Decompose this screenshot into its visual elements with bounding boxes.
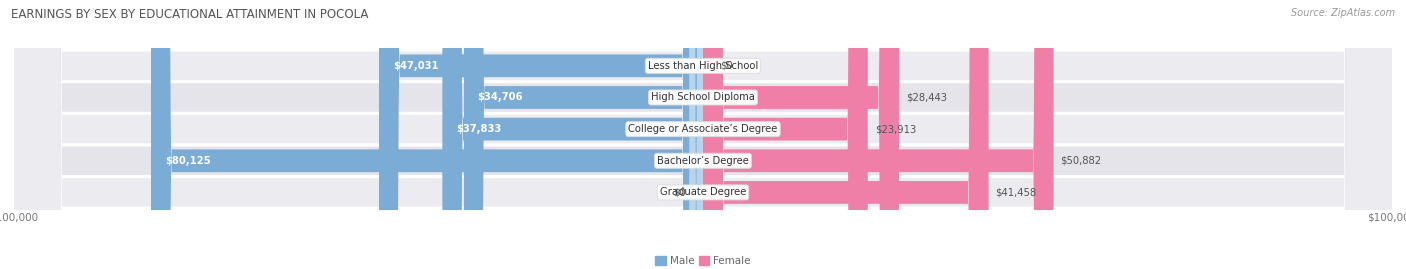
Text: $80,125: $80,125 (165, 156, 211, 166)
FancyBboxPatch shape (14, 0, 1392, 269)
FancyBboxPatch shape (703, 0, 988, 269)
FancyBboxPatch shape (150, 0, 703, 269)
FancyBboxPatch shape (380, 0, 703, 269)
Text: $0: $0 (673, 187, 686, 197)
Text: Bachelor’s Degree: Bachelor’s Degree (657, 156, 749, 166)
Text: $47,031: $47,031 (392, 61, 439, 71)
FancyBboxPatch shape (14, 0, 1392, 269)
FancyBboxPatch shape (14, 0, 1392, 269)
Text: EARNINGS BY SEX BY EDUCATIONAL ATTAINMENT IN POCOLA: EARNINGS BY SEX BY EDUCATIONAL ATTAINMEN… (11, 8, 368, 21)
FancyBboxPatch shape (464, 0, 703, 269)
FancyBboxPatch shape (14, 0, 1392, 269)
Legend: Male, Female: Male, Female (655, 256, 751, 266)
FancyBboxPatch shape (443, 0, 703, 269)
Text: $0: $0 (720, 61, 733, 71)
Text: Less than High School: Less than High School (648, 61, 758, 71)
Text: $50,882: $50,882 (1060, 156, 1101, 166)
FancyBboxPatch shape (703, 0, 1053, 269)
Text: $34,706: $34,706 (478, 93, 523, 102)
FancyBboxPatch shape (703, 0, 898, 269)
FancyBboxPatch shape (14, 0, 1392, 269)
FancyBboxPatch shape (689, 0, 703, 269)
Text: $28,443: $28,443 (905, 93, 946, 102)
Text: Graduate Degree: Graduate Degree (659, 187, 747, 197)
Text: College or Associate’s Degree: College or Associate’s Degree (628, 124, 778, 134)
Text: $41,458: $41,458 (995, 187, 1036, 197)
FancyBboxPatch shape (703, 0, 717, 269)
FancyBboxPatch shape (703, 0, 868, 269)
Text: $23,913: $23,913 (875, 124, 915, 134)
Text: High School Diploma: High School Diploma (651, 93, 755, 102)
Text: Source: ZipAtlas.com: Source: ZipAtlas.com (1291, 8, 1395, 18)
Text: $37,833: $37,833 (456, 124, 502, 134)
